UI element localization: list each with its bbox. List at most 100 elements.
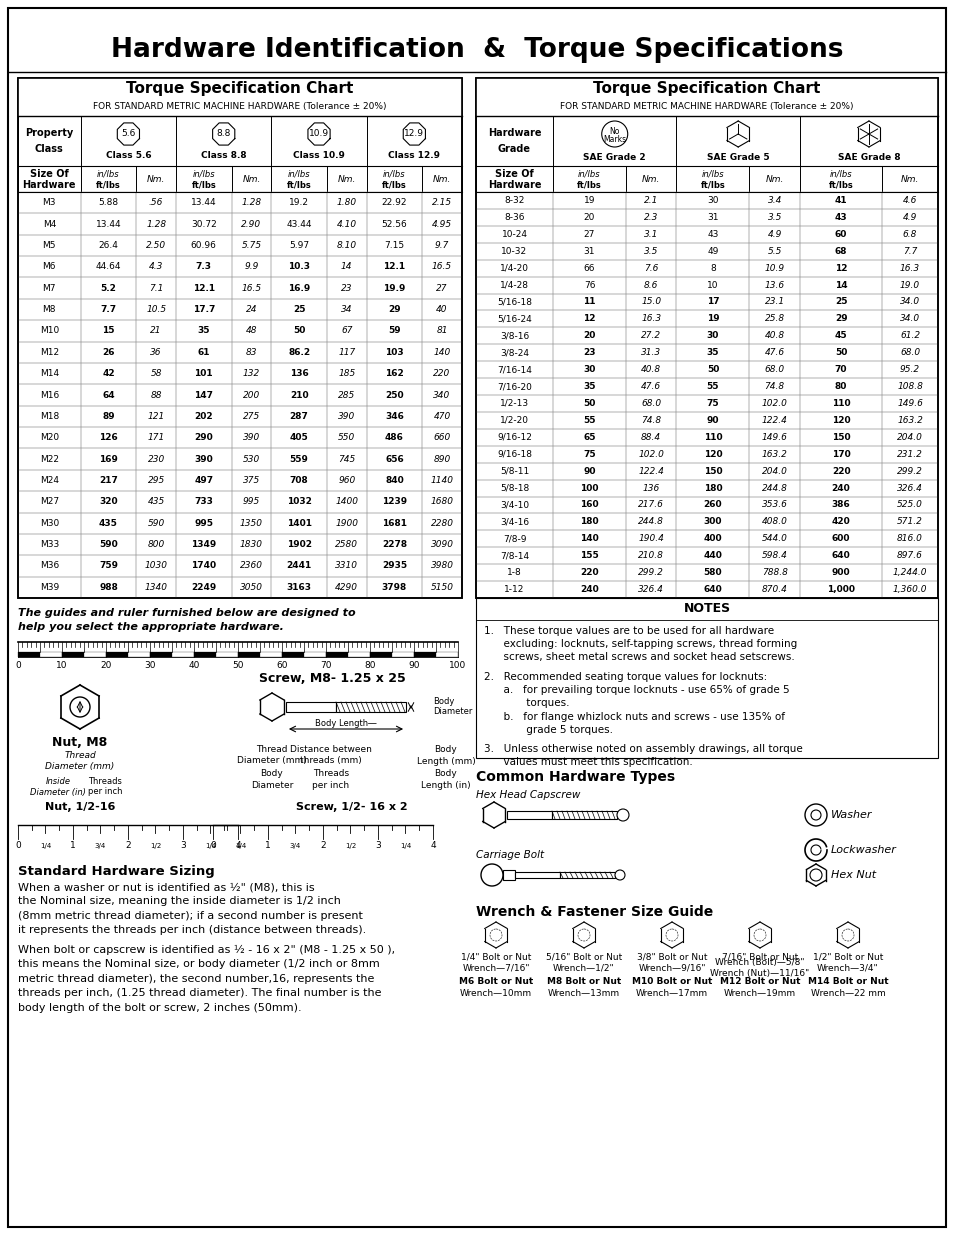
Bar — [749, 446, 800, 463]
Text: 640: 640 — [831, 551, 849, 561]
Bar — [422, 165, 461, 191]
Text: 7/8-9: 7/8-9 — [502, 535, 526, 543]
Bar — [271, 191, 327, 214]
Text: 185: 185 — [337, 369, 355, 378]
Bar — [882, 395, 937, 412]
Bar — [676, 327, 749, 345]
Text: 3798: 3798 — [381, 583, 407, 592]
Bar — [422, 556, 461, 577]
Text: 1239: 1239 — [381, 498, 407, 506]
Bar — [176, 320, 232, 342]
Text: 15.0: 15.0 — [640, 298, 660, 306]
Bar — [625, 446, 676, 463]
Bar — [476, 209, 553, 226]
Bar — [476, 564, 553, 582]
Text: When a washer or nut is identified as ½" (M8), this is
the Nominal size, meaning: When a washer or nut is identified as ½"… — [18, 882, 366, 935]
Text: 12: 12 — [834, 263, 846, 273]
Bar — [176, 427, 232, 448]
Bar — [62, 652, 84, 657]
Text: in/lbs: in/lbs — [383, 169, 405, 179]
Bar — [676, 496, 749, 514]
Text: 7/16-14: 7/16-14 — [497, 366, 532, 374]
Text: SAE Grade 8: SAE Grade 8 — [837, 152, 900, 162]
Bar — [749, 378, 800, 395]
Text: 163.2: 163.2 — [761, 450, 787, 458]
Text: 4.95: 4.95 — [432, 220, 452, 228]
Text: 89: 89 — [102, 411, 114, 421]
Text: FOR STANDARD METRIC MACHINE HARDWARE (Tolerance ± 20%): FOR STANDARD METRIC MACHINE HARDWARE (To… — [559, 103, 853, 111]
Bar — [625, 429, 676, 446]
Text: 171: 171 — [148, 433, 165, 442]
Bar — [422, 469, 461, 492]
Text: 5.5: 5.5 — [767, 247, 781, 256]
Text: ft/lbs: ft/lbs — [700, 180, 724, 189]
Bar — [800, 564, 882, 582]
Text: 3/4-10: 3/4-10 — [499, 500, 529, 510]
Bar — [18, 78, 461, 598]
Text: 52.56: 52.56 — [381, 220, 407, 228]
Bar — [18, 534, 81, 556]
Text: 9/16-12: 9/16-12 — [497, 432, 532, 442]
Bar — [18, 492, 81, 513]
Bar — [366, 577, 422, 598]
Text: 285: 285 — [337, 390, 355, 399]
Text: 47.6: 47.6 — [764, 348, 784, 357]
Text: 7.7: 7.7 — [100, 305, 116, 314]
Bar — [232, 235, 271, 256]
Bar — [18, 299, 81, 320]
Text: 95.2: 95.2 — [899, 366, 920, 374]
Text: in/lbs: in/lbs — [700, 169, 723, 179]
Bar — [366, 278, 422, 299]
Text: 35: 35 — [706, 348, 719, 357]
Bar — [882, 277, 937, 294]
Text: Class 10.9: Class 10.9 — [293, 152, 345, 161]
Text: 890: 890 — [433, 454, 450, 463]
Bar — [335, 701, 406, 713]
Text: 5.97: 5.97 — [289, 241, 309, 249]
Bar — [676, 243, 749, 259]
Text: 1830: 1830 — [240, 540, 263, 550]
Text: Diameter: Diameter — [433, 708, 472, 716]
Text: 598.4: 598.4 — [761, 551, 787, 561]
Bar — [553, 294, 625, 310]
Text: 50: 50 — [232, 661, 244, 669]
Bar — [800, 530, 882, 547]
Bar — [476, 361, 553, 378]
Bar — [800, 429, 882, 446]
Text: 55: 55 — [582, 416, 595, 425]
Text: .56: .56 — [149, 198, 163, 207]
Text: 102.0: 102.0 — [761, 399, 787, 408]
Bar — [327, 384, 366, 405]
Bar — [476, 446, 553, 463]
Text: help you select the appropriate hardware.: help you select the appropriate hardware… — [18, 622, 284, 632]
Bar — [476, 547, 553, 564]
Text: Marks: Marks — [602, 135, 625, 143]
Bar — [882, 446, 937, 463]
Text: 120: 120 — [831, 416, 849, 425]
Bar — [327, 448, 366, 469]
Text: 41: 41 — [834, 196, 846, 205]
Text: M12 Bolt or Nut: M12 Bolt or Nut — [719, 977, 800, 987]
Bar — [18, 214, 81, 235]
Bar — [553, 446, 625, 463]
Text: 0: 0 — [210, 841, 215, 851]
Text: 149.6: 149.6 — [761, 432, 787, 442]
Bar — [18, 320, 81, 342]
Text: 217: 217 — [99, 475, 118, 485]
Bar — [81, 534, 136, 556]
Text: 31: 31 — [583, 247, 595, 256]
Bar — [476, 327, 553, 345]
Text: Hex Nut: Hex Nut — [830, 869, 875, 881]
Text: 590: 590 — [148, 519, 165, 527]
Bar — [366, 469, 422, 492]
Text: 3.1: 3.1 — [643, 230, 658, 238]
Text: 1-12: 1-12 — [504, 585, 524, 594]
Text: 240: 240 — [579, 585, 598, 594]
Text: SAE Grade 5: SAE Grade 5 — [706, 152, 769, 162]
Bar — [553, 345, 625, 361]
Bar — [422, 320, 461, 342]
Text: 525.0: 525.0 — [896, 500, 923, 510]
Text: Torque Specification Chart: Torque Specification Chart — [593, 82, 820, 96]
Text: 40: 40 — [436, 305, 447, 314]
Text: 66: 66 — [583, 263, 595, 273]
